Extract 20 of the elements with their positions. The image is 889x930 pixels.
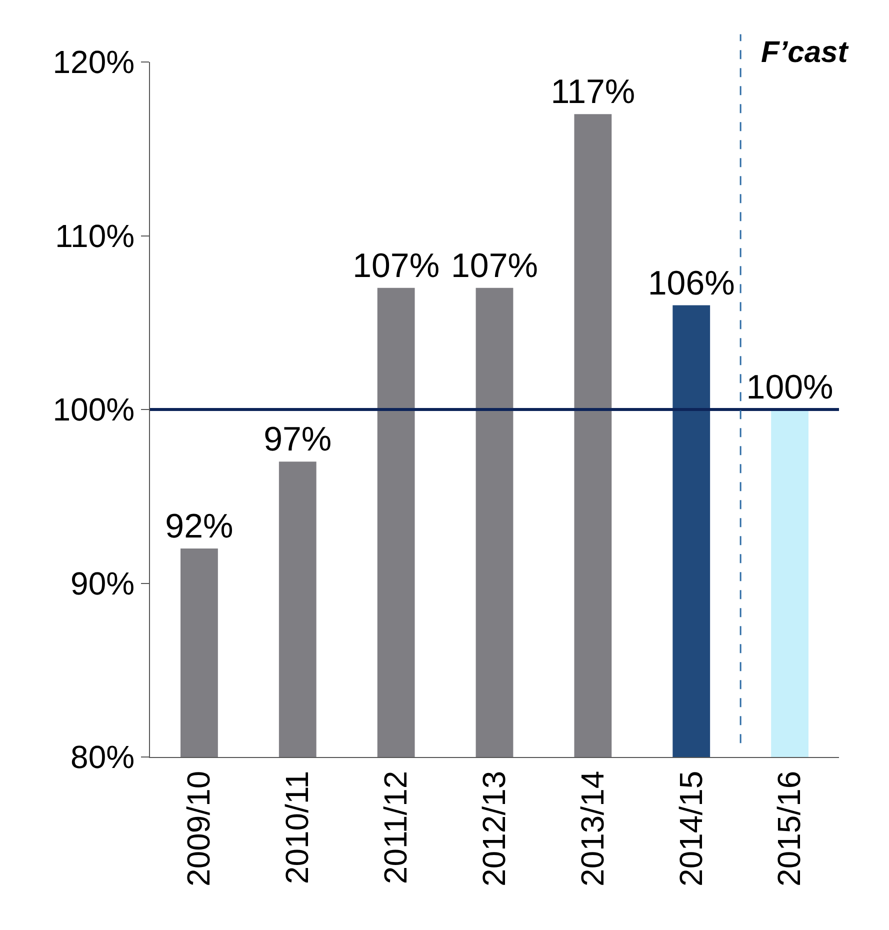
x-tick-label: 2014/15: [672, 770, 709, 886]
x-tick-label: 2010/11: [279, 770, 316, 884]
y-tick-label: 120%: [52, 44, 135, 80]
data-label: 106%: [648, 264, 735, 302]
y-tick-label: 100%: [52, 392, 135, 428]
data-label: 107%: [451, 246, 538, 285]
y-tick-label: 90%: [70, 565, 135, 602]
x-tick-label: 2012/13: [476, 770, 512, 886]
data-label: 117%: [550, 73, 636, 112]
x-tick-label: 2013/14: [574, 770, 610, 886]
x-tick-label: 2009/10: [180, 770, 217, 886]
data-label: 92%: [165, 508, 234, 546]
data-label: 107%: [352, 246, 440, 285]
x-tick-label: 2011/12: [377, 770, 414, 884]
annotation: F’cast: [761, 36, 850, 69]
y-tick-label: 80%: [70, 739, 135, 776]
data-label: 100%: [746, 368, 834, 406]
data-label: 97%: [264, 420, 332, 459]
x-tick-label: 2015/16: [771, 770, 808, 886]
y-tick-label: 110%: [55, 218, 135, 254]
